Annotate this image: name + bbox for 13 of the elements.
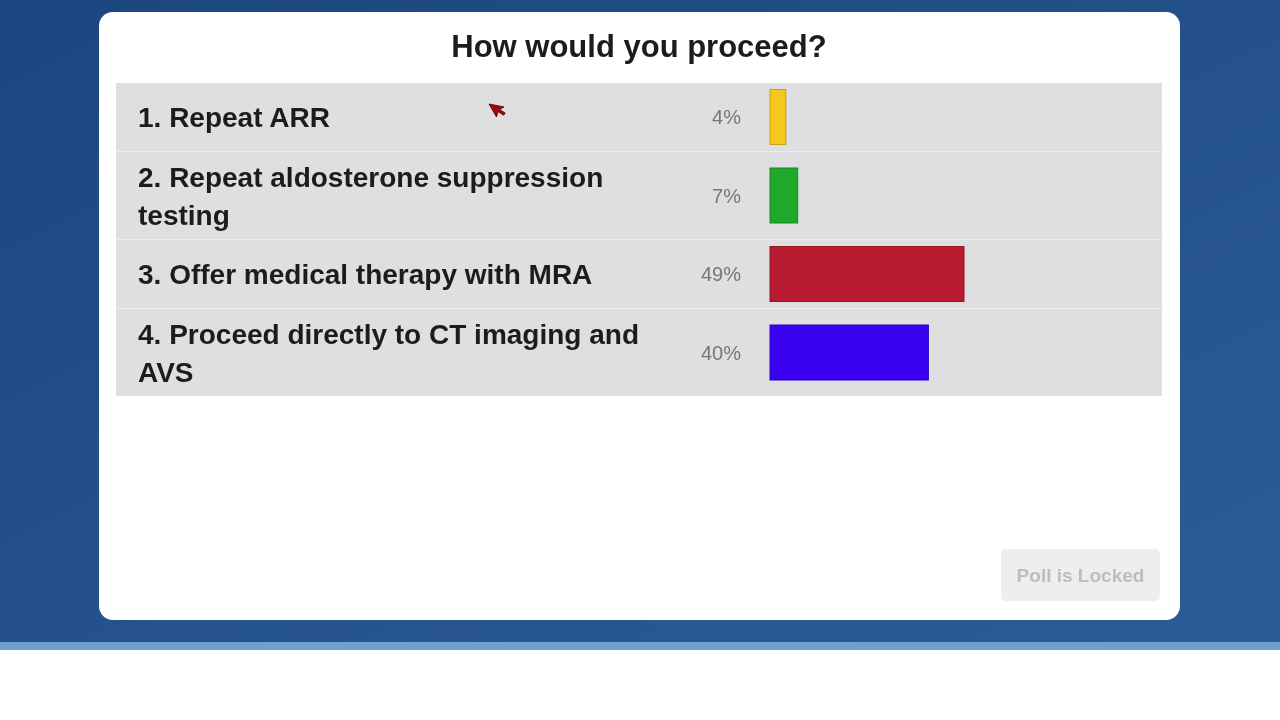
data-label: 4% — [712, 106, 742, 128]
chart-title: How would you proceed? — [451, 29, 827, 64]
y-tick-label: 2. Repeat aldosterone suppression testing — [138, 161, 604, 231]
data-label: 7% — [712, 184, 742, 207]
y-tick-label: 3. Offer medical therapy with MRA — [138, 259, 593, 290]
bar — [769, 89, 787, 145]
bar — [769, 167, 799, 224]
y-tick-label: 4. Proceed directly to CT imaging and AVS — [138, 318, 639, 388]
y-tick-label: 1. Repeat ARR — [138, 102, 330, 133]
data-label: 49% — [700, 263, 742, 285]
bar — [769, 324, 929, 381]
data-label: 40% — [700, 341, 742, 364]
bar — [769, 246, 965, 302]
